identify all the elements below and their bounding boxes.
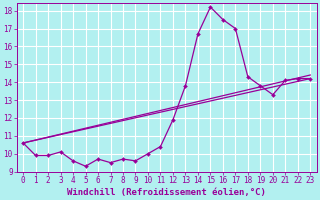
X-axis label: Windchill (Refroidissement éolien,°C): Windchill (Refroidissement éolien,°C) xyxy=(67,188,266,197)
